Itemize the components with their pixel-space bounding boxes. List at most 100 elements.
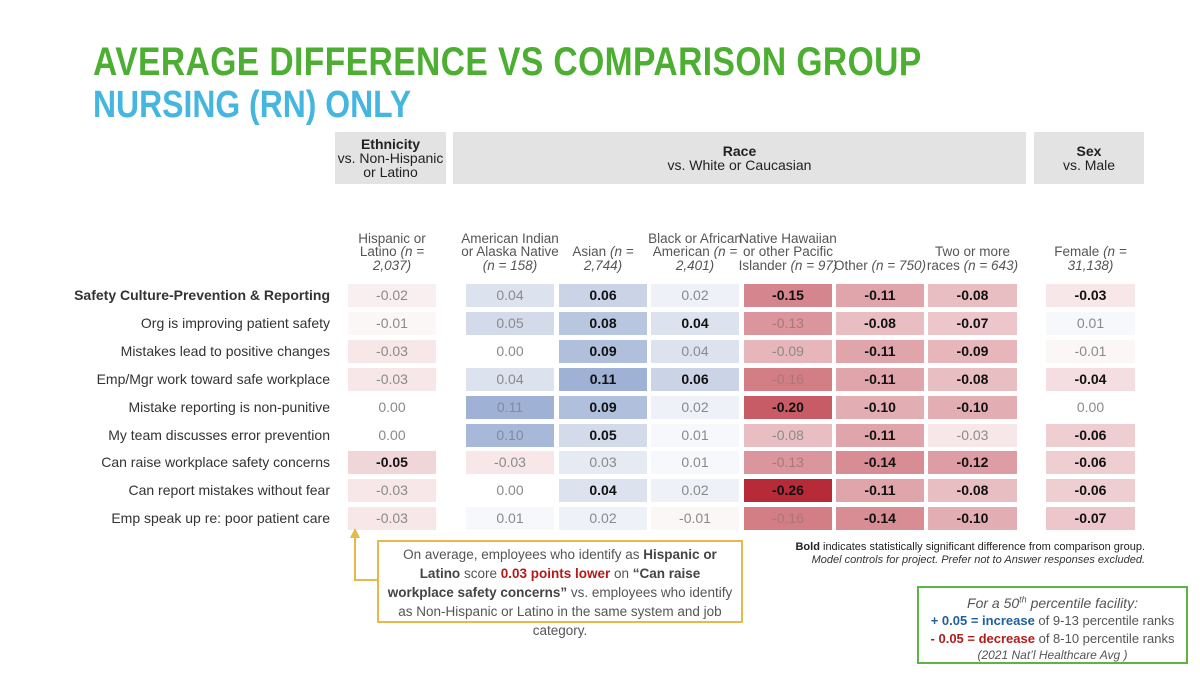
heatmap-cell: -0.11	[836, 367, 924, 391]
heatmap-cell: 0.11	[466, 395, 554, 419]
heatmap-cell: -0.01	[651, 507, 739, 531]
column-n: (n = 97)	[790, 257, 838, 273]
heatmap-cell: 0.02	[651, 479, 739, 503]
heatmap-cell: -0.04	[1046, 367, 1135, 391]
page-title: AVERAGE DIFFERENCE VS COMPARISON GROUP	[93, 40, 922, 84]
heatmap-cell: -0.10	[928, 507, 1017, 531]
heatmap-cell: 0.01	[1046, 311, 1135, 335]
row-label: Can report mistakes without fear	[128, 482, 330, 499]
heatmap-cell: 0.01	[651, 423, 739, 447]
significance-note: Bold indicates statistically significant…	[795, 541, 1145, 553]
column-label: Black or African American	[648, 230, 742, 259]
column-n: (n = 158)	[482, 257, 538, 273]
model-note: Model controls for project. Prefer not t…	[811, 554, 1145, 566]
heatmap-cell: 0.01	[466, 507, 554, 531]
heatmap-cell: -0.11	[836, 284, 924, 307]
column-label: Hispanic or Latino	[358, 230, 426, 259]
heatmap-cell: -0.09	[928, 339, 1017, 363]
column-n: (n = 31,138)	[1067, 244, 1127, 273]
heatmap-cell: -0.14	[836, 507, 924, 531]
heatmap-cell: -0.26	[744, 479, 832, 503]
legend-box: For a 50th percentile facility: + 0.05 =…	[917, 586, 1188, 664]
heatmap-cell: 0.00	[1046, 395, 1135, 419]
heatmap-cell: -0.15	[744, 284, 832, 307]
column-header: Female (n = 31,138)	[1040, 180, 1141, 272]
heatmap-cell: -0.06	[1046, 451, 1135, 475]
heatmap-cell: 0.05	[466, 311, 554, 335]
column-label: Native Hawaiian or other Pacific Islande…	[738, 230, 837, 273]
heatmap-cell: -0.03	[348, 479, 436, 503]
row-label: Mistake reporting is non-punitive	[128, 398, 330, 415]
group-sub: vs. White or Caucasian	[667, 157, 812, 173]
row-label: Emp/Mgr work toward safe workplace	[96, 370, 330, 387]
heatmap-cell: 0.02	[559, 507, 647, 531]
heatmap-cell: -0.03	[348, 367, 436, 391]
heatmap-cell: 0.04	[651, 311, 739, 335]
heatmap-cell: 0.09	[559, 339, 647, 363]
column-n: (n = 2,744)	[583, 244, 634, 273]
heatmap-cell: 0.05	[559, 423, 647, 447]
heatmap-cell: 0.09	[559, 395, 647, 419]
heatmap-cell: 0.02	[651, 284, 739, 307]
heatmap-cell: -0.16	[744, 367, 832, 391]
heatmap-cell: -0.10	[928, 395, 1017, 419]
column-label: Female	[1054, 244, 1100, 259]
column-header: Hispanic or Latino (n = 2,037)	[342, 180, 442, 272]
heatmap-cell: -0.14	[836, 451, 924, 475]
heatmap-cell: -0.10	[836, 395, 924, 419]
heatmap-cell: -0.08	[928, 284, 1017, 307]
group-header-sex: Sex vs. Male	[1034, 132, 1144, 184]
heatmap-cell: -0.08	[744, 423, 832, 447]
heatmap-cell: -0.01	[1046, 339, 1135, 363]
callout-box: On average, employees who identify as Hi…	[377, 540, 743, 638]
heatmap-cell: -0.02	[348, 284, 436, 307]
heatmap-cell: 0.10	[466, 423, 554, 447]
heatmap-cell: -0.03	[348, 339, 436, 363]
heatmap-cell: -0.05	[348, 451, 436, 475]
heatmap-cell: 0.06	[559, 284, 647, 307]
group-sub: vs. Non-Hispanic or Latino	[337, 150, 444, 180]
column-n: (n = 643)	[963, 257, 1019, 273]
heatmap-cell: -0.03	[1046, 284, 1135, 307]
heatmap-cell: -0.08	[836, 311, 924, 335]
column-label: American Indian or Alaska Native	[461, 230, 559, 259]
column-header: American Indian or Alaska Native (n = 15…	[460, 180, 560, 272]
column-label: Other	[834, 257, 868, 273]
heatmap-cell: 0.04	[651, 339, 739, 363]
heatmap-cell: -0.11	[836, 423, 924, 447]
column-n: (n = 750)	[871, 257, 926, 273]
heatmap-cell: 0.02	[651, 395, 739, 419]
heatmap-cell: 0.00	[348, 395, 436, 419]
heatmap-cell: -0.20	[744, 395, 832, 419]
column-header: Other (n = 750)	[830, 180, 930, 272]
group-header-race: Race vs. White or Caucasian	[453, 132, 1026, 184]
heatmap-cell: 0.03	[559, 451, 647, 475]
page-subtitle: NURSING (RN) ONLY	[93, 84, 412, 126]
heatmap-cell: 0.06	[651, 367, 739, 391]
heatmap-cell: -0.12	[928, 451, 1017, 475]
group-header-ethnicity: Ethnicity vs. Non-Hispanic or Latino	[335, 132, 446, 184]
heatmap-cell: -0.11	[836, 339, 924, 363]
heatmap-cell: -0.16	[744, 507, 832, 531]
heatmap-cell: -0.03	[466, 451, 554, 475]
heatmap-cell: -0.13	[744, 311, 832, 335]
heatmap-cell: 0.00	[466, 479, 554, 503]
column-n: (n = 2,037)	[372, 244, 425, 273]
heatmap-cell: -0.01	[348, 311, 436, 335]
heatmap-cell: 0.11	[559, 367, 647, 391]
heatmap-cell: 0.00	[466, 339, 554, 363]
column-header: Native Hawaiian or other Pacific Islande…	[738, 180, 838, 272]
heatmap-cell: -0.11	[836, 479, 924, 503]
heatmap-cell: 0.00	[348, 423, 436, 447]
heatmap-cell: -0.13	[744, 451, 832, 475]
group-name: Race	[722, 143, 757, 159]
column-header: Asian (n = 2,744)	[553, 180, 653, 272]
heatmap-cell: -0.07	[1046, 507, 1135, 531]
row-label: Org is improving patient safety	[140, 314, 330, 331]
heatmap-cell: 0.04	[466, 284, 554, 307]
row-label: Emp speak up re: poor patient care	[111, 510, 330, 527]
heatmap-cell: 0.04	[466, 367, 554, 391]
heatmap-cell: -0.03	[928, 423, 1017, 447]
